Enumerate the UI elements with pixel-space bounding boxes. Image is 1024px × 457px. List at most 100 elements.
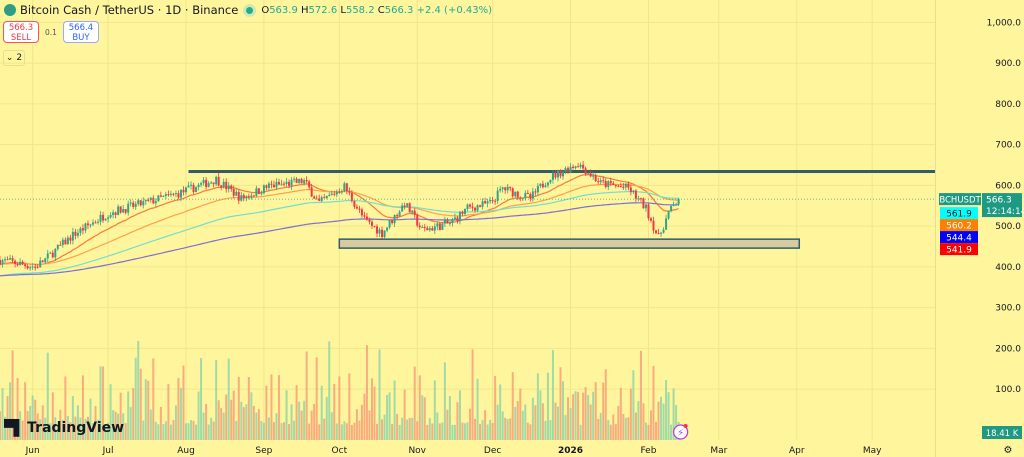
candle-body	[323, 197, 326, 199]
volume-bar	[310, 410, 313, 440]
candle-body	[325, 195, 328, 199]
volume-bar	[511, 372, 514, 440]
candle-body	[71, 231, 74, 241]
volume-bar	[655, 421, 658, 440]
candle-body	[298, 178, 301, 183]
candle-body	[572, 166, 575, 168]
candle-body	[59, 244, 62, 246]
candle-body	[597, 181, 600, 183]
candle-body	[463, 208, 466, 214]
volume-bar	[26, 411, 29, 440]
candle-body	[499, 188, 502, 191]
volume-bar	[262, 422, 265, 440]
candle-body	[44, 258, 47, 263]
volume-bar	[672, 388, 675, 440]
candle-body	[76, 232, 79, 236]
candle-body	[0, 259, 1, 265]
candle-body	[368, 219, 371, 222]
ma-value-tag	[940, 219, 978, 232]
candle-body	[64, 239, 67, 245]
candle-body	[411, 210, 414, 213]
candle-body	[443, 220, 446, 224]
candle-body	[466, 204, 469, 209]
volume-bar	[408, 417, 411, 440]
candle-body	[677, 199, 680, 205]
volume-bar	[315, 357, 318, 440]
candle-body	[446, 220, 449, 224]
volume-bar	[293, 420, 296, 440]
volume-bar	[31, 395, 34, 440]
settings-icon[interactable]: ⚙	[1004, 445, 1013, 456]
volume-bar	[657, 401, 660, 440]
candle-body	[114, 212, 117, 215]
volume-bar	[127, 391, 130, 440]
volume-bar	[418, 375, 421, 440]
candle-body	[614, 185, 617, 187]
volume-bar	[496, 404, 499, 440]
volume-bar	[416, 421, 419, 440]
volume-bar	[584, 387, 587, 440]
candle-body	[562, 172, 565, 177]
candle-body	[250, 195, 253, 198]
buy-button[interactable]: 566.4 BUY	[62, 21, 99, 43]
volume-bar	[519, 388, 522, 440]
x-tick-label: Oct	[332, 446, 348, 456]
candle-body	[300, 178, 303, 184]
volume-bar	[524, 404, 527, 440]
candle-body	[308, 181, 311, 188]
candle-body	[280, 183, 283, 185]
candle-body	[469, 204, 472, 207]
volume-bar	[433, 380, 436, 440]
volume-bar	[481, 419, 484, 440]
volume-bar	[212, 421, 215, 440]
candle-body	[639, 198, 642, 200]
indicators-toggle[interactable]: ⌄ 2	[3, 50, 25, 66]
volume-bar	[644, 422, 647, 440]
volume-bar	[373, 386, 376, 440]
volume-bar	[539, 390, 542, 440]
volume-bar	[448, 395, 451, 440]
candle-body	[358, 208, 361, 210]
volume-bar	[172, 419, 175, 440]
volume-bar	[112, 410, 115, 440]
axis-divider	[935, 0, 936, 457]
candle-body	[313, 196, 316, 199]
volume-bar	[509, 418, 512, 440]
candle-body	[99, 214, 102, 222]
volume-bar	[393, 380, 396, 440]
candle-body	[413, 210, 416, 215]
candle-body	[29, 267, 32, 269]
drawings	[188, 170, 936, 249]
volume-bar	[494, 376, 497, 440]
volume-bar	[582, 392, 585, 440]
volume-bar	[350, 424, 353, 440]
candle-body	[471, 206, 474, 208]
volume-bar	[142, 420, 145, 440]
candle-body	[559, 170, 562, 177]
volume-bar	[484, 410, 487, 440]
volume-bar	[474, 418, 477, 440]
candle-body	[504, 187, 507, 191]
volume-bar	[250, 392, 253, 440]
candle-body	[91, 222, 94, 225]
x-tick-label: Nov	[408, 446, 426, 456]
candle-body	[403, 205, 406, 207]
candle-body	[428, 228, 431, 231]
volume-bar	[313, 403, 316, 440]
candle-body	[569, 166, 572, 173]
candle-body	[350, 192, 353, 201]
volume-bar	[574, 391, 577, 440]
volume-bar	[320, 385, 323, 440]
volume-bar	[19, 411, 22, 440]
sell-button[interactable]: 566.3 SELL	[3, 21, 39, 43]
candle-body	[21, 261, 24, 265]
resistance-line	[188, 170, 936, 174]
volume-bar	[94, 406, 97, 440]
candle-body	[137, 200, 140, 204]
symbol-title[interactable]: Bitcoin Cash / TetherUS · 1D · Binance	[20, 3, 239, 17]
candle-body	[154, 201, 157, 204]
candle-body	[386, 227, 389, 231]
candle-body	[49, 252, 52, 254]
candle-body	[345, 183, 348, 191]
